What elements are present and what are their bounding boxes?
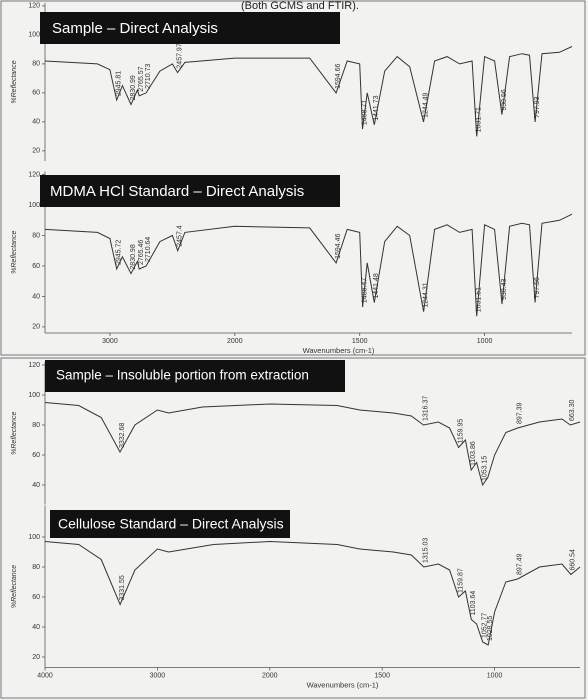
y-tick-label: 100	[28, 392, 40, 399]
y-tick-label: 40	[32, 119, 40, 126]
chart-title: Sample – Direct Analysis	[52, 20, 218, 37]
peak-label: 1316.37	[422, 396, 429, 421]
spectrum-line	[44, 46, 573, 137]
peak-label: 1159.95	[457, 419, 464, 444]
peak-label: 3331.55	[119, 575, 126, 600]
x-tick-label: 4000	[37, 672, 53, 679]
x-tick-label: 2000	[227, 338, 243, 345]
peak-label: 797.56	[534, 277, 541, 299]
peak-label: 1031.71	[476, 107, 483, 132]
y-tick-label: 80	[32, 564, 40, 571]
peak-label: 660.54	[570, 549, 577, 571]
peak-label: 1244.49	[422, 92, 429, 117]
y-tick-label: 20	[32, 324, 40, 331]
y-tick-label: 20	[32, 654, 40, 661]
y-tick-label: 120	[28, 362, 40, 369]
peak-label: 1488.47	[361, 278, 368, 303]
peak-label: 2457.4	[177, 225, 184, 247]
peak-label: 663.30	[569, 399, 576, 421]
peak-label: 1028.55	[487, 616, 494, 641]
peak-label: 1441.73	[373, 95, 380, 120]
peak-label: 1441.48	[373, 273, 380, 298]
peak-label: 2710.73	[145, 63, 152, 88]
y-tick-label: 20	[32, 148, 40, 155]
spectrum-line	[44, 213, 573, 317]
peak-label: 2945.72	[116, 240, 123, 265]
peak-label: 3332.68	[119, 423, 126, 448]
title-box	[45, 360, 345, 392]
peak-label: 1315.03	[423, 538, 430, 563]
peak-label: 1488.71	[361, 100, 368, 125]
y-tick-label: 60	[32, 452, 40, 459]
peak-label: 2710.64	[145, 237, 152, 262]
x-tick-label: 1000	[477, 338, 493, 345]
peak-label: 1594.66	[335, 63, 342, 88]
y-tick-label: 80	[32, 61, 40, 68]
y-axis-label: %Reflectance	[11, 60, 18, 103]
header-text: (Both GCMS and FTIR).	[241, 0, 359, 12]
plot-layer: 20 40 60 80 100 120 %Reflectance 2945.81 2830.99…	[11, 3, 581, 689]
peak-label: 2765.46	[138, 240, 145, 265]
y-tick-label: 60	[32, 90, 40, 97]
peak-label: 1594.46	[335, 234, 342, 259]
chart-title: MDMA HCl Standard – Direct Analysis	[50, 183, 304, 200]
y-axis-label: %Reflectance	[11, 412, 18, 455]
x-tick-label: 2000	[262, 672, 278, 679]
y-tick-label: 120	[28, 3, 40, 10]
peak-label: 1103.86	[470, 441, 477, 466]
peak-label: 1244.31	[422, 282, 429, 307]
y-tick-label: 80	[32, 422, 40, 429]
x-tick-label: 3000	[150, 672, 166, 679]
peak-label: 2830.98	[130, 244, 137, 269]
y-tick-label: 120	[28, 171, 40, 178]
y-tick-label: 60	[32, 263, 40, 270]
peak-label: 1159.87	[457, 568, 464, 593]
peak-label: 2457.97	[176, 43, 183, 68]
peak-label: 1031.51	[476, 287, 483, 312]
x-tick-label: 1500	[352, 338, 368, 345]
peak-label: 897.49	[516, 553, 523, 575]
y-tick-label: 40	[32, 293, 40, 300]
upper-frame	[0, 0, 586, 356]
y-axis-label: %Reflectance	[11, 231, 18, 274]
x-axis-label: Wavenumbers (cm-1)	[303, 346, 375, 355]
y-tick-label: 100	[28, 32, 40, 39]
y-tick-label: 40	[32, 482, 40, 489]
y-tick-label: 40	[32, 624, 40, 631]
x-tick-label: 3000	[102, 338, 118, 345]
spectrum-line	[44, 402, 581, 487]
peak-label: 2830.99	[130, 75, 137, 100]
y-tick-label: 80	[32, 232, 40, 239]
y-axis-label: %Reflectance	[11, 565, 18, 608]
x-axis-label: Wavenumbers (cm-1)	[307, 680, 379, 689]
chart-title: Sample – Insoluble portion from extracti…	[56, 368, 309, 383]
peak-label: 2945.81	[116, 71, 123, 96]
x-tick-label: 1000	[487, 672, 503, 679]
spectrum-line	[44, 540, 581, 646]
peak-label: 1103.64	[470, 591, 477, 616]
peak-label: 2765.57	[138, 66, 145, 91]
lower-frame	[0, 357, 586, 699]
peak-label: 930.56	[501, 89, 508, 111]
title-box	[50, 510, 290, 538]
peak-label: 1053.15	[481, 456, 488, 481]
title-box	[40, 12, 340, 44]
peak-label: 930.43	[501, 279, 508, 301]
y-tick-label: 100	[28, 534, 40, 541]
peak-label: 1052.77	[482, 613, 489, 638]
title-box	[40, 175, 340, 207]
peak-label: 897.39	[516, 402, 523, 424]
chart-title: Cellulose Standard – Direct Analysis	[58, 516, 284, 532]
peak-label: 797.93	[534, 96, 541, 118]
y-tick-label: 60	[32, 594, 40, 601]
y-tick-label: 100	[28, 202, 40, 209]
x-tick-label: 1500	[374, 672, 390, 679]
